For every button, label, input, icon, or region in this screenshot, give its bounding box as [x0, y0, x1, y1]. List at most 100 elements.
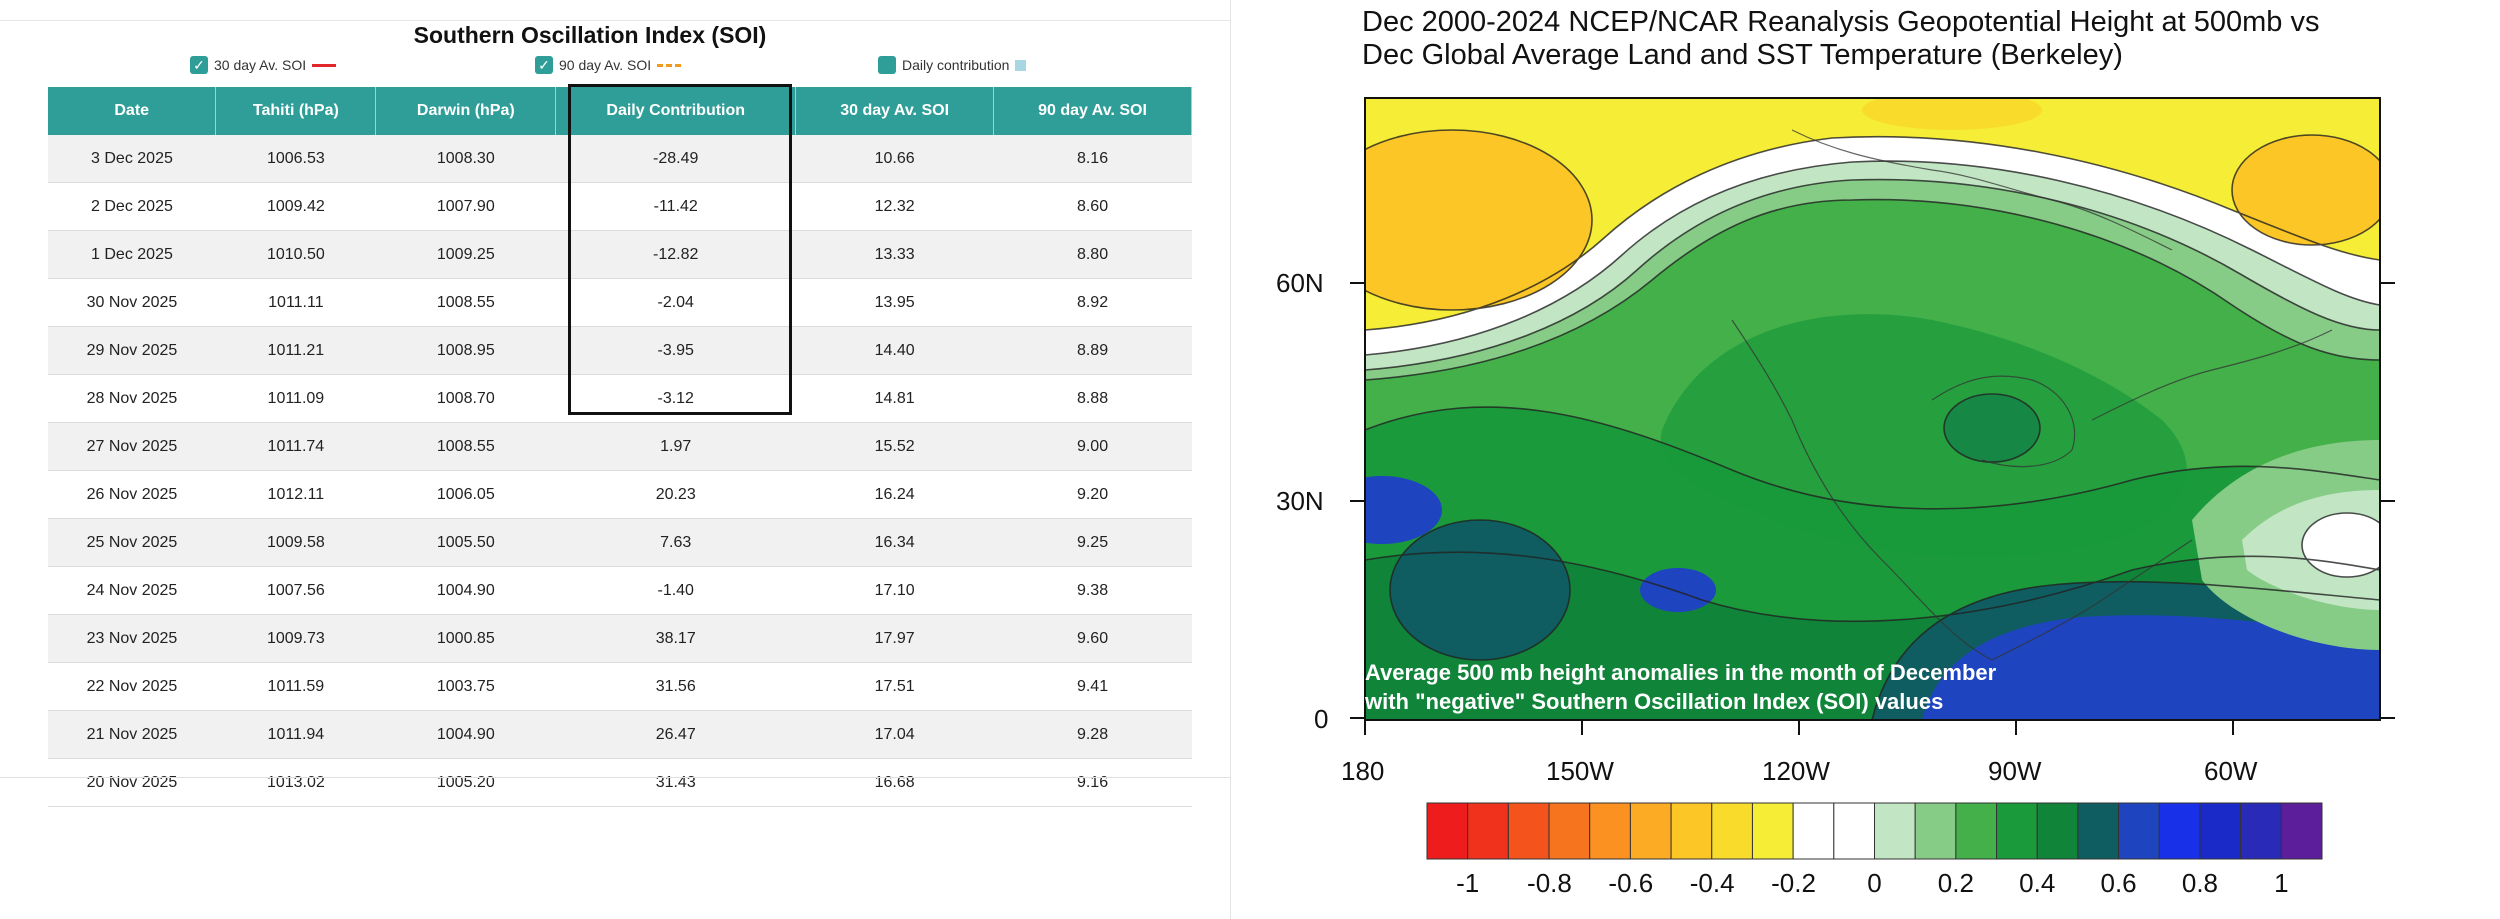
cell-tahiti: 1013.02	[215, 758, 376, 807]
table-row[interactable]: 24 Nov 2025 1007.56 1004.90 -1.40 17.10 9.38	[48, 566, 1192, 615]
cell-90-day-soi: 9.25	[993, 518, 1192, 567]
cell-30-day-soi: 17.51	[795, 662, 994, 711]
colorbar-swatch	[1426, 802, 1469, 860]
cell-darwin: 1008.55	[375, 422, 556, 471]
cell-30-day-soi: 13.33	[795, 230, 994, 279]
orange-dash-swatch-icon	[657, 63, 682, 67]
col-header-tahiti[interactable]: Tahiti (hPa)	[215, 87, 377, 135]
coastlines	[1731, 129, 2333, 661]
colorbar-swatch	[1996, 802, 2038, 860]
table-row[interactable]: 2 Dec 2025 1009.42 1007.90 -11.42 12.32 8.60	[48, 182, 1192, 231]
lon-label-120w: 120W	[1762, 756, 1830, 786]
colorbar-swatch	[1589, 802, 1631, 860]
anomaly-map-panel: Dec 2000-2024 NCEP/NCAR Reanalysis Geopo…	[1232, 0, 2500, 919]
colorbar-tick-label: 0.2	[1937, 868, 1974, 898]
cell-90-day-soi: 9.38	[993, 566, 1192, 615]
cell-daily-contribution: -11.42	[555, 182, 796, 231]
table-row[interactable]: 20 Nov 2025 1013.02 1005.20 31.43 16.68 9.16	[48, 758, 1192, 807]
cell-darwin: 1007.90	[375, 182, 556, 231]
col-header-90-day[interactable]: 90 day Av. SOI	[993, 87, 1192, 135]
contour-field	[1365, 98, 2380, 720]
map-caption: Average 500 mb height anomalies in the m…	[1365, 658, 2265, 716]
cell-date: 3 Dec 2025	[48, 135, 216, 183]
table-body: 3 Dec 2025 1006.53 1008.30 -28.49 10.66 8.16 2…	[48, 135, 1192, 807]
colorbar-tick-label: -1	[1456, 868, 1480, 898]
table-row[interactable]: 22 Nov 2025 1011.59 1003.75 31.56 17.51 9.41	[48, 662, 1192, 711]
colorbar-swatch	[1629, 802, 1672, 860]
colorbar-tick-label: -0.8	[1527, 868, 1572, 898]
cell-30-day-soi: 17.04	[795, 710, 994, 759]
legend-daily[interactable]: Daily contribution	[878, 56, 1027, 74]
cell-90-day-soi: 8.88	[993, 374, 1192, 423]
cell-date: 20 Nov 2025	[48, 758, 216, 807]
checkbox-square-icon[interactable]	[878, 56, 896, 74]
soi-table-panel: Southern Oscillation Index (SOI) ✓ 30 da…	[0, 0, 1231, 919]
cell-tahiti: 1011.74	[215, 422, 376, 471]
colorbar-swatch	[1874, 802, 1916, 860]
table-row[interactable]: 3 Dec 2025 1006.53 1008.30 -28.49 10.66 8.16	[48, 135, 1192, 183]
colorbar-swatch	[1955, 802, 1998, 860]
colorbar-tick-label: -0.6	[1608, 868, 1654, 898]
table-row[interactable]: 26 Nov 2025 1012.11 1006.05 20.23 16.24 9.20	[48, 470, 1192, 519]
cell-tahiti: 1011.21	[215, 326, 376, 375]
checkbox-checked-icon[interactable]: ✓	[190, 56, 208, 74]
table-row[interactable]: 25 Nov 2025 1009.58 1005.50 7.63 16.34 9.25	[48, 518, 1192, 567]
cell-30-day-soi: 13.95	[795, 278, 994, 327]
colorbar-swatch	[1914, 802, 1957, 860]
lat-label-60n: 60N	[1276, 268, 1324, 298]
colorbar-swatch	[1670, 802, 1713, 860]
colorbar-swatch	[2280, 802, 2323, 860]
cell-daily-contribution: 1.97	[555, 422, 796, 471]
legend-90-day[interactable]: ✓ 90 day Av. SOI	[535, 56, 682, 74]
cell-date: 26 Nov 2025	[48, 470, 216, 519]
colorbar-swatch	[1711, 802, 1753, 860]
cell-daily-contribution: -12.82	[555, 230, 796, 279]
cell-darwin: 1008.30	[375, 135, 556, 183]
top-divider	[0, 20, 1230, 21]
cell-date: 24 Nov 2025	[48, 566, 216, 615]
axis-ticks	[1350, 282, 2395, 735]
cell-darwin: 1003.75	[375, 662, 556, 711]
cell-tahiti: 1010.50	[215, 230, 376, 279]
cell-90-day-soi: 9.60	[993, 614, 1192, 663]
contour-low-central	[1640, 568, 1716, 612]
lon-label-180: 180	[1341, 756, 1385, 786]
map-caption-line-2: with "negative" Southern Oscillation Ind…	[1365, 689, 1944, 714]
cell-darwin: 1008.70	[375, 374, 556, 423]
table-row[interactable]: 29 Nov 2025 1011.21 1008.95 -3.95 14.40 8.89	[48, 326, 1192, 375]
lon-label-60w: 60W	[2204, 756, 2258, 786]
colorbar-swatch	[2036, 802, 2079, 860]
table-row[interactable]: 21 Nov 2025 1011.94 1004.90 26.47 17.04 9.28	[48, 710, 1192, 759]
colorbar-swatch	[1792, 802, 1835, 860]
legend-30-day[interactable]: ✓ 30 day Av. SOI	[190, 56, 337, 74]
red-line-swatch-icon	[312, 63, 337, 67]
col-header-darwin[interactable]: Darwin (hPa)	[375, 87, 557, 135]
table-row[interactable]: 27 Nov 2025 1011.74 1008.55 1.97 15.52 9.00	[48, 422, 1192, 471]
colorbar-swatch	[2158, 802, 2201, 860]
cell-90-day-soi: 9.00	[993, 422, 1192, 471]
cell-tahiti: 1011.09	[215, 374, 376, 423]
cell-tahiti: 1009.73	[215, 614, 376, 663]
cell-tahiti: 1009.42	[215, 182, 376, 231]
col-header-30-day[interactable]: 30 day Av. SOI	[795, 87, 995, 135]
table-row[interactable]: 1 Dec 2025 1010.50 1009.25 -12.82 13.33 8.80	[48, 230, 1192, 279]
table-row[interactable]: 30 Nov 2025 1011.11 1008.55 -2.04 13.95 8.92	[48, 278, 1192, 327]
cell-90-day-soi: 9.41	[993, 662, 1192, 711]
contour-atlantic-orange	[2232, 135, 2380, 245]
colorbar-swatch	[2077, 802, 2120, 860]
legend-daily-label: Daily contribution	[902, 57, 1010, 73]
cell-30-day-soi: 16.24	[795, 470, 994, 519]
col-header-date[interactable]: Date	[48, 87, 217, 135]
checkbox-checked-icon[interactable]: ✓	[535, 56, 553, 74]
colorbar-swatch	[2199, 802, 2242, 860]
cell-90-day-soi: 8.16	[993, 135, 1192, 183]
lon-label-150w: 150W	[1546, 756, 1614, 786]
cell-90-day-soi: 8.92	[993, 278, 1192, 327]
map-title-line-2: Dec Global Average Land and SST Temperat…	[1362, 39, 2123, 71]
map-title-line-1: Dec 2000-2024 NCEP/NCAR Reanalysis Geopo…	[1362, 6, 2320, 38]
cell-90-day-soi: 9.20	[993, 470, 1192, 519]
table-row[interactable]: 23 Nov 2025 1009.73 1000.85 38.17 17.97 9.60	[48, 614, 1192, 663]
col-header-daily-contribution[interactable]: Daily Contribution	[555, 87, 797, 135]
cell-date: 29 Nov 2025	[48, 326, 216, 375]
soi-data-table: Date Tahiti (hPa) Darwin (hPa) Daily Con…	[48, 87, 1192, 807]
